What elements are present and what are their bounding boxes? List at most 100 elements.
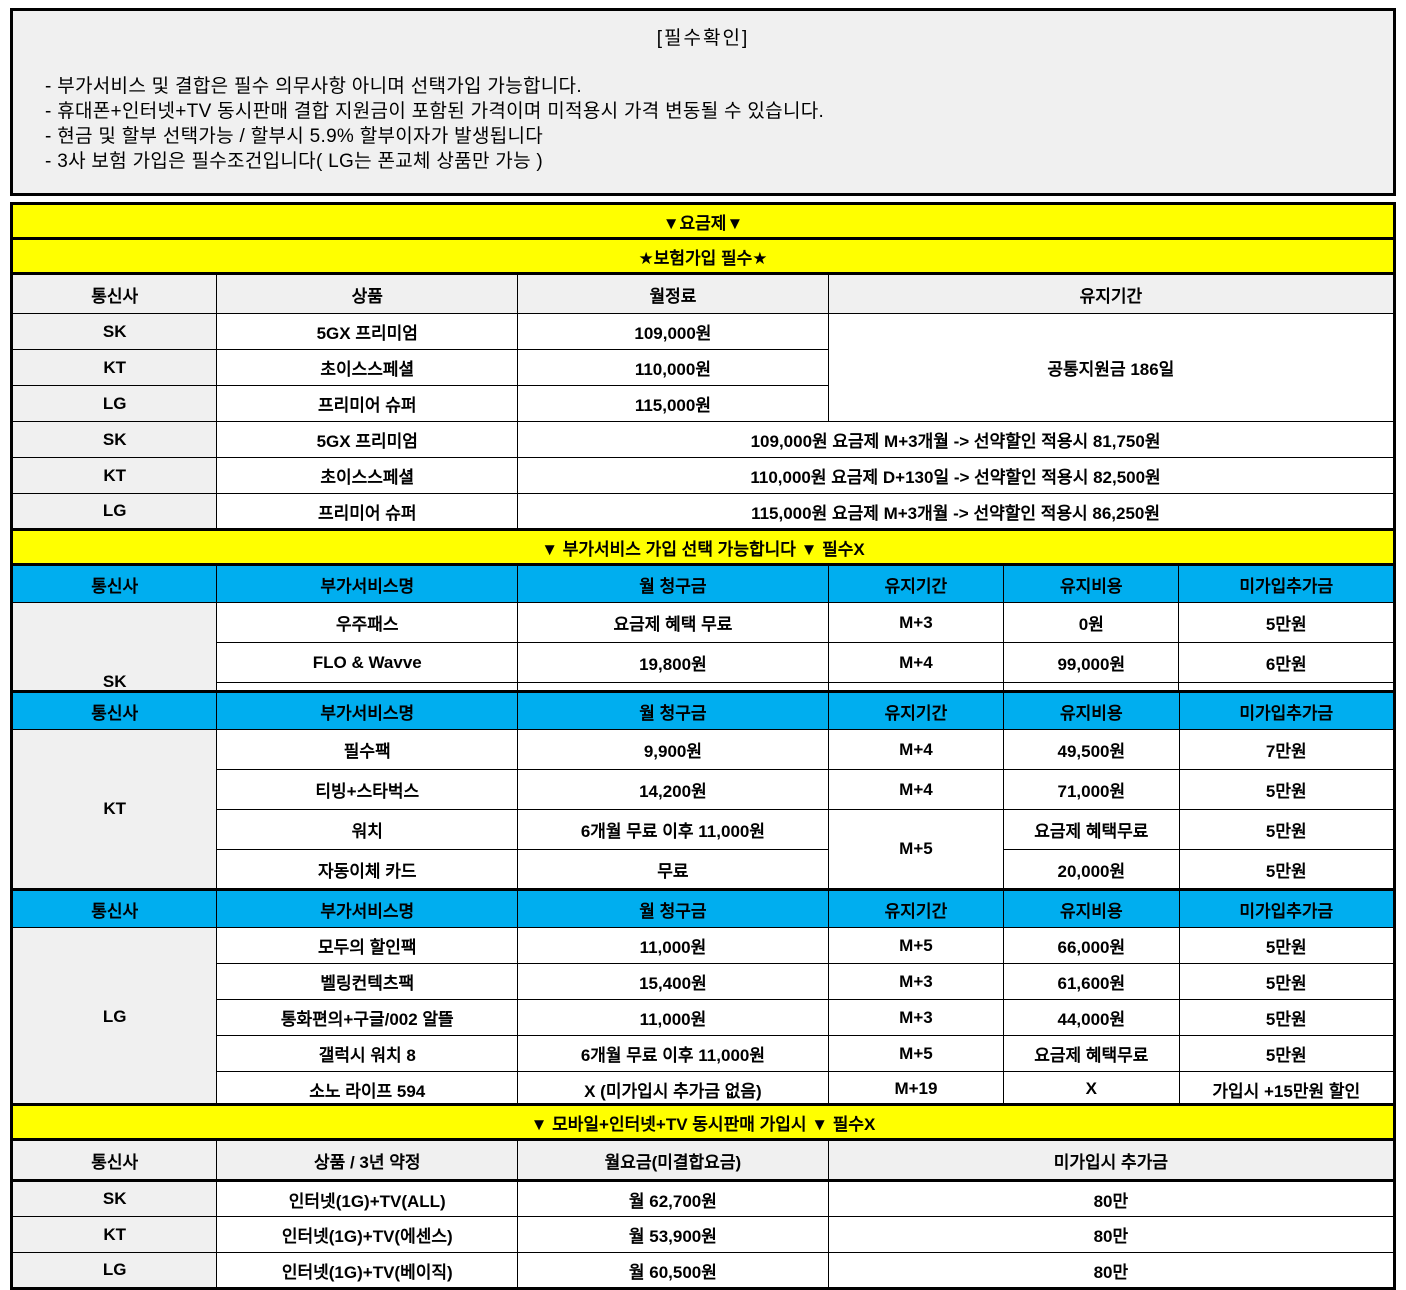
col-header-period: 유지기간 (827, 564, 1005, 603)
table-row: FLO & Wavve 19,800원 M+4 99,000원 6만원 (12, 642, 1395, 683)
cell-nonjoin-fee: 가입시 +15만원 할인 (1178, 1071, 1395, 1108)
cell-bundle-product: 인터넷(1G)+TV(베이직) (216, 1252, 519, 1289)
cell-fee: 109,000원 (517, 313, 829, 350)
cell-monthly-charge: 6개월 무료 이후 11,000원 (517, 1035, 829, 1072)
notice-line: - 휴대폰+인터넷+TV 동시판매 결합 지원금이 포함된 가격이며 미적용시 … (45, 101, 825, 122)
table-row: ▼요금제▼ (11, 203, 1395, 240)
col-header-monthly-charge: 월 청구금 (517, 889, 829, 928)
cell-maint-cost: 44,000원 (1003, 999, 1180, 1036)
col-header-carrier: 통신사 (10, 564, 218, 603)
notice-line: - 3사 보험 가입은 필수조건입니다( LG는 폰교체 상품만 가능 ) (45, 151, 544, 172)
cell-product: 프리미어 슈퍼 (216, 385, 519, 422)
cell-addon-name: 워치 (216, 809, 519, 850)
cell-monthly-charge: 19,800원 (517, 642, 829, 683)
notice-line-list: - 부가서비스 및 결합은 필수 의무사항 아니며 선택가입 가능합니다. - … (13, 74, 1393, 174)
cell-product: 5GX 프리미엄 (216, 313, 519, 350)
addon-table-lg: 통신사 부가서비스명 월 청구금 유지기간 유지비용 미가입추가금 LG 모두의… (10, 888, 1396, 1109)
table-row: KT 인터넷(1G)+TV(에센스) 월 53,900원 80만 (10, 1216, 1396, 1253)
col-header-carrier: 통신사 (10, 691, 218, 730)
col-header-monthly-fee: 월정료 (517, 273, 829, 314)
col-header-carrier: 통신사 (10, 1139, 218, 1181)
cell-maint-cost: 66,000원 (1003, 927, 1180, 964)
col-header-nonjoin-fee: 미가입추가금 (1178, 691, 1395, 730)
cell-period: M+3 (827, 963, 1005, 1000)
cell-bundle-monthly: 월 60,500원 (517, 1252, 829, 1289)
cell-nonjoin-fee: 7만원 (1178, 729, 1395, 770)
cell-nonjoin-fee: 5만원 (1178, 927, 1395, 964)
notice-line: - 현금 및 할부 선택가능 / 할부시 5.9% 할부이자가 발생됩니다 (45, 126, 544, 147)
cell-bundle-product: 인터넷(1G)+TV(ALL) (216, 1179, 519, 1217)
bundle-table: ▼ 모바일+인터넷+TV 동시판매 가입시 ▼ 필수X 통신사 상품 / 3년 … (10, 1103, 1396, 1290)
col-header-maint-cost: 유지비용 (1003, 889, 1180, 928)
cell-carrier: KT (10, 1216, 218, 1253)
cell-nonjoin-fee: 6만원 (1178, 642, 1395, 683)
cell-maint-cost: 99,000원 (1003, 642, 1180, 683)
col-header-maint-cost: 유지비용 (1003, 691, 1180, 730)
cell-carrier: LG (10, 493, 218, 531)
cell-bundle-monthly: 월 53,900원 (517, 1216, 829, 1253)
table-row: 워치 6개월 무료 이후 11,000원 M+5 요금제 혜택무료 5만원 (12, 809, 1395, 890)
cell-maint-cost: 49,500원 (1003, 729, 1180, 770)
cell-product: 프리미어 슈퍼 (216, 493, 519, 531)
table-header-row: 통신사 부가서비스명 월 청구금 유지기간 유지비용 미가입추가금 (10, 564, 1395, 603)
cell-bundle-penalty: 80만 (827, 1216, 1396, 1253)
cell-carrier: LG (10, 385, 218, 422)
table-row: 벨링컨텍츠팩 15,400원 M+3 61,600원 5만원 (12, 963, 1395, 1000)
table-row: KT 필수팩 9,900원 M+4 49,500원 7만원 (10, 729, 1395, 890)
table-row: 갤럭시 워치 8 6개월 무료 이후 11,000원 M+5 요금제 혜택무료 … (12, 1035, 1395, 1072)
banner-yojegje: ▼요금제▼ (11, 203, 1395, 240)
cell-addon-name: 벨링컨텍츠팩 (216, 963, 519, 1000)
col-header-period: 유지기간 (827, 691, 1005, 730)
table-row: ★보험가입 필수★ (11, 238, 1395, 275)
cell-monthly-charge: 11,000원 (517, 999, 829, 1036)
cell-bundle-product: 인터넷(1G)+TV(에센스) (216, 1216, 519, 1253)
notice-title: [필수확인] (656, 28, 750, 49)
cell-monthly-charge: 9,900원 (517, 729, 829, 770)
cell-period: M+5 (827, 809, 1005, 890)
cell-nonjoin-fee: 5만원 (1178, 602, 1395, 643)
table-row: SK 우주패스 요금제 혜택 무료 M+3 0원 5만원 (10, 602, 1395, 763)
table-header-row: 통신사 부가서비스명 월 청구금 유지기간 유지비용 미가입추가금 (10, 889, 1395, 928)
cell-addon-name: 티빙+스타벅스 (216, 769, 519, 810)
col-header-bundle-monthly: 월요금(미결합요금) (517, 1139, 829, 1181)
banner-bundle: ▼ 모바일+인터넷+TV 동시판매 가입시 ▼ 필수X (11, 1104, 1395, 1141)
col-header-product: 상품 (216, 273, 519, 314)
cell-nonjoin-fee: 5만원 (1178, 999, 1395, 1036)
cell-maint-cost: X (1003, 1071, 1180, 1108)
addon-table-kt: 통신사 부가서비스명 월 청구금 유지기간 유지비용 미가입추가금 KT 필수팩… (10, 690, 1396, 891)
col-header-nonjoin-fee: 미가입추가금 (1178, 564, 1395, 603)
col-header-carrier: 통신사 (10, 889, 218, 928)
col-header-bundle-product: 상품 / 3년 약정 (216, 1139, 519, 1181)
table-row: KT 초이스스페셜 110,000원 (10, 349, 1395, 386)
cell-carrier: LG (10, 1252, 218, 1289)
table-header-row: 통신사 부가서비스명 월 청구금 유지기간 유지비용 미가입추가금 (10, 691, 1395, 730)
cell-fee: 110,000원 (517, 349, 829, 386)
cell-maint-cost: 요금제 혜택무료 (1003, 1035, 1180, 1072)
table-row: 티빙+스타벅스 14,200원 M+4 71,000원 5만원 (12, 769, 1395, 810)
cell-addon-name: 필수팩 (216, 729, 519, 770)
cell-nonjoin-fee: 5만원 (1178, 769, 1395, 810)
cell-support-note: 공통지원금 186일 (827, 313, 1396, 422)
cell-addon-name: 자동이체 카드 (216, 849, 519, 890)
col-header-period: 유지기간 (827, 273, 1396, 314)
cell-monthly-charge: 11,000원 (517, 927, 829, 964)
cell-maint-cost: 71,000원 (1003, 769, 1180, 810)
cell-maint-cost: 61,600원 (1003, 963, 1180, 1000)
cell-monthly-charge: 15,400원 (517, 963, 829, 1000)
cell-monthly-charge: X (미가입시 추가금 없음) (517, 1071, 829, 1108)
cell-period: M+3 (827, 999, 1005, 1036)
table-row: LG 모두의 할인팩 11,000원 M+5 66,000원 5만원 (10, 927, 1395, 1108)
cell-nonjoin-fee: 5만원 (1178, 1035, 1395, 1072)
cell-addon-name: 소노 라이프 594 (216, 1071, 519, 1108)
cell-period: M+4 (827, 729, 1005, 770)
table-row: ▼ 부가서비스 가입 선택 가능합니다 ▼ 필수X (11, 529, 1395, 566)
cell-product: 초이스스페셜 (216, 349, 519, 386)
cell-addon-name: 갤럭시 워치 8 (216, 1035, 519, 1072)
cell-monthly-charge: 요금제 혜택 무료 (517, 602, 829, 643)
col-header-nonjoin-fee: 미가입추가금 (1178, 889, 1395, 928)
cell-carrier: SK (10, 313, 218, 350)
cell-product: 5GX 프리미엄 (216, 421, 519, 458)
cell-fee: 115,000원 (517, 385, 829, 422)
cell-carrier: LG (10, 927, 218, 1108)
cell-discount-detail: 115,000원 요금제 M+3개월 -> 선약할인 적용시 86,250원 (517, 493, 1395, 531)
